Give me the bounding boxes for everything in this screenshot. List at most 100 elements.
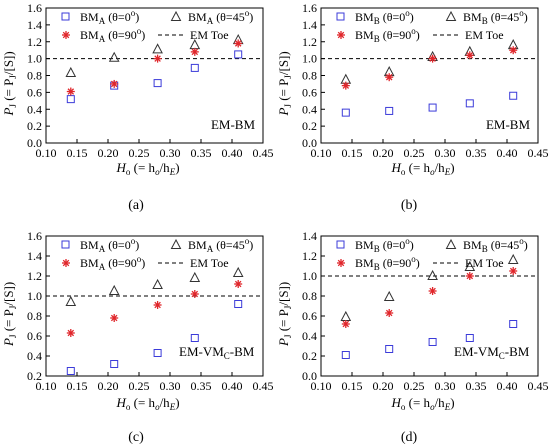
- y-axis-label: PJ (= PJ/[S]): [1, 282, 18, 347]
- legend-label-theta0: BMB (θ=0o): [355, 8, 414, 26]
- legend-label-em-toe: EM Toe: [465, 28, 504, 42]
- x-tick-label: 0.40: [497, 379, 518, 393]
- y-tick-label: 0.2: [302, 349, 317, 363]
- point-asterisk-theta90: [385, 73, 394, 82]
- y-tick-label: 0.8: [302, 289, 317, 303]
- legend-label-theta90: BMB (θ=90o): [355, 26, 420, 44]
- x-tick-label: 0.15: [342, 379, 363, 393]
- y-tick-label: 1.2: [27, 35, 42, 49]
- x-axis-label: Ho (= ho/hE): [116, 395, 180, 412]
- legend-label-theta90: BMA (θ=90o): [80, 26, 145, 44]
- point-square-theta0: [465, 99, 474, 108]
- x-tick-label: 0.20: [98, 146, 119, 160]
- point-asterisk-theta90: [234, 280, 243, 288]
- y-tick-label: 0.6: [27, 329, 42, 343]
- legend-square-icon: [336, 240, 345, 249]
- point-square-theta0: [509, 320, 518, 328]
- y-tick-label: 0.6: [302, 309, 317, 323]
- legend-asterisk-icon: [62, 31, 70, 39]
- legend-asterisk-icon: [62, 259, 70, 267]
- legend-triangle-icon: [445, 238, 457, 249]
- legend: BMA (θ=0o) BMA (θ=45o) BMA (θ=90o) EM Toe: [61, 236, 253, 272]
- point-asterisk-theta90: [465, 51, 474, 60]
- x-tick-label: 0.20: [98, 379, 119, 393]
- x-tick-label: 0.10: [36, 146, 57, 160]
- legend-label-theta0: BMA (θ=0o): [80, 236, 139, 254]
- point-triangle-theta45: [189, 271, 201, 282]
- point-square-theta0: [153, 349, 162, 357]
- point-square-theta0: [234, 300, 243, 308]
- x-tick-label: 0.25: [129, 146, 150, 160]
- legend-square-icon: [61, 240, 70, 249]
- point-triangle-theta45: [108, 51, 120, 62]
- x-tick-label: 0.25: [404, 146, 425, 160]
- x-tick-label: 0.35: [466, 379, 487, 393]
- legend-triangle-icon: [170, 238, 182, 249]
- y-tick-label: 1.0: [27, 289, 42, 303]
- x-tick-label: 0.25: [404, 379, 425, 393]
- point-asterisk-theta90: [341, 320, 350, 328]
- x-tick-label: 0.40: [222, 379, 243, 393]
- x-tick-label: 0.30: [435, 146, 456, 160]
- point-triangle-theta45: [65, 66, 77, 77]
- annotation-em-bm: EM-BM: [486, 117, 531, 132]
- y-tick-label: 0.2: [27, 119, 42, 133]
- x-tick-label: 0.45: [528, 146, 549, 160]
- y-tick-label: 1.2: [302, 249, 317, 263]
- point-triangle-theta45: [507, 253, 519, 264]
- y-tick-label: 1.0: [302, 52, 317, 66]
- annotation-em-vmc-bm: EM-VMC-BM: [179, 344, 255, 361]
- panel-d: 0.10 0.15 0.20 0.25 0.30 0.35 0.40 0.45 0.0 0.2 0.…: [276, 229, 549, 445]
- y-tick-label: 0.2: [302, 119, 317, 133]
- point-triangle-theta45: [152, 43, 163, 54]
- y-tick-label: 0.4: [302, 329, 317, 343]
- panel-label: (c): [128, 430, 144, 445]
- x-axis-label: Ho (= ho/hE): [391, 395, 455, 412]
- point-square-theta0: [509, 91, 518, 100]
- point-square-theta0: [465, 334, 474, 342]
- x-tick-label: 0.35: [191, 146, 212, 160]
- y-tick-label: 0.0: [302, 136, 317, 150]
- y-tick-label: 0.0: [302, 369, 317, 383]
- x-tick-label: 0.45: [253, 379, 274, 393]
- x-tick-label: 0.40: [497, 146, 518, 160]
- point-asterisk-theta90: [428, 287, 437, 295]
- legend-label-theta0: BMA (θ=0o): [80, 8, 139, 26]
- panel-c: 0.10 0.15 0.20 0.25 0.30 0.35 0.40 0.45 0.2 0.4 0.…: [1, 229, 274, 445]
- point-asterisk-theta90: [110, 314, 119, 322]
- point-asterisk-theta90: [465, 272, 474, 280]
- x-tick-label: 0.30: [435, 379, 456, 393]
- point-asterisk-theta90: [385, 309, 394, 317]
- y-tick-label: 0.4: [27, 349, 42, 363]
- point-asterisk-theta90: [153, 54, 162, 63]
- x-tick-label: 0.45: [528, 379, 549, 393]
- y-tick-label: 0.8: [302, 69, 317, 83]
- point-triangle-theta45: [232, 266, 244, 277]
- point-triangle-theta45: [340, 310, 352, 321]
- legend-label-theta45: BMA (θ=45o): [188, 8, 253, 26]
- x-tick-label: 0.15: [342, 146, 363, 160]
- point-asterisk-theta90: [190, 290, 199, 298]
- point-square-theta0: [341, 351, 350, 359]
- legend-label-em-toe: EM Toe: [465, 256, 504, 270]
- point-square-theta0: [66, 95, 75, 104]
- y-tick-label: 0.6: [27, 85, 42, 99]
- panel-b: 0.10 0.15 0.20 0.25 0.30 0.35 0.40 0.45 0.0 0.2 0.…: [276, 1, 549, 213]
- legend-label-theta90: BMB (θ=90o): [355, 254, 420, 272]
- y-axis-label: PJ (= PJ/[S]): [1, 51, 18, 116]
- legend-square-icon: [336, 12, 345, 21]
- legend-label-em-toe: EM Toe: [190, 28, 229, 42]
- x-tick-label: 0.15: [67, 379, 88, 393]
- x-tick-label: 0.35: [191, 379, 212, 393]
- y-tick-label: 0.2: [27, 369, 42, 383]
- point-square-theta0: [341, 108, 350, 117]
- point-asterisk-theta90: [153, 301, 162, 309]
- legend-asterisk-icon: [337, 259, 345, 267]
- point-triangle-theta45: [65, 295, 77, 306]
- x-tick-label: 0.30: [160, 146, 181, 160]
- point-square-theta0: [385, 345, 394, 353]
- legend-label-theta0: BMB (θ=0o): [355, 236, 414, 254]
- panel-label: (d): [401, 430, 418, 445]
- point-square-theta0: [66, 367, 75, 375]
